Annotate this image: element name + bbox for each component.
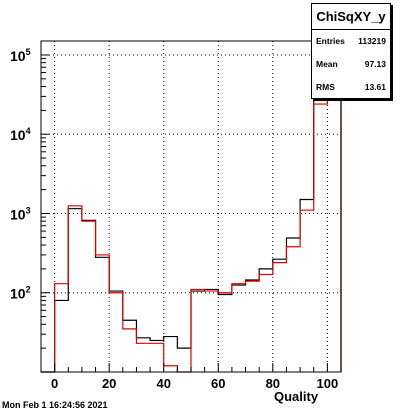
y-tick-label: 105: [10, 47, 31, 64]
x-tick-label: 0: [51, 376, 58, 391]
stats-box: ChiSqXY_y Entries 113219 Mean 97.13 RMS …: [311, 3, 391, 99]
histogram-bin: [286, 247, 300, 372]
histogram-bin: [314, 104, 328, 372]
y-tick-label: 102: [10, 285, 31, 302]
histogram-bin: [218, 295, 232, 372]
histogram-bin: [232, 284, 246, 372]
histogram-bin: [191, 289, 205, 372]
stats-label: Mean: [316, 59, 338, 69]
histogram-bin: [136, 343, 150, 372]
histogram-series: [41, 64, 342, 373]
stats-row-rms: RMS 13.61: [312, 76, 390, 99]
x-tick-label: 100: [317, 376, 339, 391]
histogram-bin: [109, 293, 123, 372]
histogram-bin: [300, 200, 314, 372]
histogram-bin: [55, 284, 69, 372]
histogram-bin: [259, 274, 273, 372]
histogram-bin: [246, 281, 260, 372]
y-tick-label: 104: [10, 126, 31, 143]
histogram-bin: [327, 65, 341, 372]
stats-value: 113219: [358, 36, 386, 46]
histogram-bin: [55, 300, 69, 372]
histogram-bin: [232, 285, 246, 372]
histogram-bin: [246, 280, 260, 372]
histogram-bin: [109, 291, 123, 372]
histogram-bin: [68, 206, 82, 372]
stats-label: RMS: [316, 82, 335, 92]
histogram-bin: [82, 221, 96, 372]
histogram-bin: [218, 293, 232, 372]
histogram-bin: [191, 291, 205, 372]
stats-row-entries: Entries 113219: [312, 30, 390, 53]
histogram-bin: [82, 220, 96, 372]
timestamp-footer: Mon Feb 1 16:24:56 2021: [2, 400, 108, 410]
x-tick-label: 80: [266, 376, 280, 391]
histogram-bin: [123, 320, 137, 372]
histogram-bin: [286, 238, 300, 372]
histogram-bin: [327, 65, 341, 372]
histogram-bin: [123, 329, 137, 372]
histogram-bin: [68, 209, 82, 372]
histogram-bin: [96, 257, 110, 372]
histogram-bin: [314, 100, 328, 372]
stats-row-mean: Mean 97.13: [312, 53, 390, 76]
histogram-bin: [150, 343, 164, 372]
histogram-bin: [164, 337, 178, 372]
x-tick-label: 20: [102, 376, 116, 391]
histogram-bin: [150, 340, 164, 372]
stats-value: 13.61: [364, 82, 386, 92]
stats-title: ChiSqXY_y: [312, 4, 390, 30]
x-tick-label: 60: [211, 376, 225, 391]
histogram-bin: [177, 348, 191, 372]
histogram-bin: [300, 210, 314, 372]
histogram-bin: [96, 255, 110, 372]
stats-label: Entries: [316, 36, 345, 46]
histogram-bin: [273, 263, 287, 372]
y-tick-label: 103: [10, 205, 31, 222]
histogram-bin: [205, 291, 219, 372]
stats-value: 97.13: [364, 59, 386, 69]
series-1-outline: [41, 64, 342, 373]
histogram-bin: [259, 269, 273, 372]
histogram-bin: [205, 289, 219, 372]
x-tick-label: 40: [156, 376, 170, 391]
tick-labels: 0 20 40 60 80 100 102 103 104 105: [10, 47, 338, 391]
x-axis-title: Quality: [274, 389, 319, 404]
histogram-bin: [273, 259, 287, 372]
histogram-bin: [164, 366, 178, 372]
axis-ticks: [40, 54, 342, 373]
